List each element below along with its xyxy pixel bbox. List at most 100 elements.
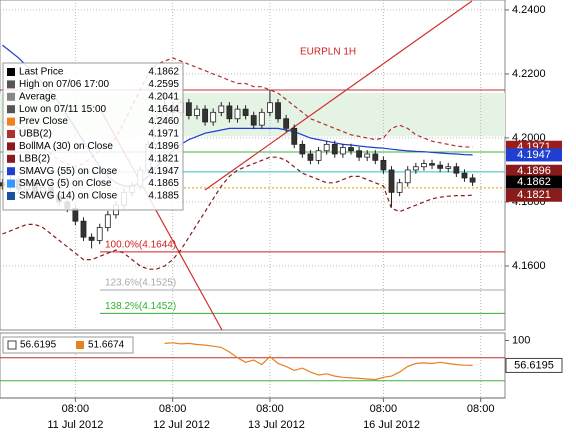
legend-swatch — [7, 179, 15, 188]
annotation: EURPLN 1H — [300, 47, 356, 58]
candle-body — [218, 105, 225, 113]
legend-swatch — [7, 154, 15, 163]
value-tag-label: 56.6195 — [514, 359, 554, 371]
candle-body — [396, 182, 403, 193]
candle-body — [364, 153, 371, 158]
y-tick-label: 100 — [512, 334, 530, 346]
y-tick-label: 4.2200 — [512, 68, 546, 80]
candle-body — [291, 127, 298, 145]
legend-value: 4.1947 — [148, 166, 179, 177]
candle-body — [88, 236, 95, 241]
candle-body — [339, 147, 346, 155]
candle-body — [234, 108, 241, 120]
candle-body — [210, 111, 217, 123]
x-tick-label: 08:00 — [159, 403, 187, 415]
candle-body — [429, 163, 435, 166]
candle-body — [348, 147, 354, 152]
legend-swatch — [7, 130, 15, 138]
candle-body — [445, 166, 452, 169]
candle-body — [356, 150, 362, 158]
legend-label: SMAVG (55) on Close — [19, 166, 118, 177]
candle-body — [258, 111, 265, 126]
candle-body — [380, 159, 387, 171]
candle-body — [421, 163, 427, 168]
legend-label: LBB(2) — [19, 153, 50, 164]
candle-body — [404, 169, 411, 184]
candle-body — [185, 102, 192, 116]
candle-body — [242, 108, 249, 116]
value-tag — [505, 357, 563, 373]
candle-body — [226, 105, 233, 120]
x-tick-label: 08:00 — [467, 403, 495, 415]
price-tag-label: 4.1862 — [517, 176, 551, 188]
candle-body — [283, 118, 290, 129]
candle-body — [469, 177, 476, 183]
price-tag — [506, 175, 562, 189]
legend-label: High on 07/06 17:00 — [19, 79, 110, 90]
legend-value: 4.1644 — [148, 104, 179, 115]
price-tag — [506, 164, 562, 178]
legend-swatch — [76, 341, 84, 349]
legend-label: BollMA (30) on Close — [19, 141, 113, 152]
legend-swatch — [7, 167, 15, 176]
legend-value: 4.2041 — [148, 91, 179, 102]
oscillator-line — [164, 342, 473, 381]
candle-body — [331, 143, 338, 155]
legend-swatch — [7, 340, 17, 350]
candle-body — [307, 153, 314, 161]
y-tick-label: 4.1600 — [512, 260, 546, 272]
candle-body — [194, 108, 200, 116]
fib-label: 123.6%(4.1525) — [105, 278, 176, 289]
x-tick-label: 08:00 — [370, 403, 398, 415]
legend-value: 56.6195 — [20, 340, 57, 351]
legend-swatch — [7, 117, 15, 126]
candle-body — [202, 108, 208, 123]
candle-body — [267, 102, 273, 113]
legend-value: 51.6674 — [88, 340, 125, 351]
date-label: 12 Jul 2012 — [153, 419, 210, 431]
candle-body — [104, 214, 111, 228]
legend-value: 4.1885 — [148, 191, 179, 202]
legend-swatch — [7, 92, 15, 101]
x-tick-label: 08:00 — [256, 403, 284, 415]
candle-body — [437, 164, 444, 169]
price-tag-label: 4.1947 — [517, 149, 551, 161]
candle-body — [96, 227, 103, 241]
legend-label: Last Price — [19, 67, 64, 78]
candle-body — [461, 172, 468, 179]
candle-body — [323, 143, 330, 152]
legend-value: 4.1865 — [148, 178, 179, 189]
legend-swatch — [7, 192, 15, 200]
legend-value: 4.2595 — [148, 79, 179, 90]
date-label: 13 Jul 2012 — [248, 419, 305, 431]
legend-label: Prev Close — [19, 116, 68, 127]
candle-body — [250, 115, 257, 126]
date-label: 11 Jul 2012 — [47, 419, 103, 431]
candle-body — [453, 166, 460, 174]
fib-label: 100.0%(4.1644) — [105, 240, 176, 251]
legend-swatch — [7, 80, 15, 89]
fib-label: 138.2%(4.1452) — [105, 301, 176, 312]
legend-label: SMAVG (5) on Close — [19, 178, 112, 189]
legend-value: 4.1821 — [148, 153, 179, 164]
x-tick-label: 08:00 — [62, 403, 90, 415]
candle-body — [275, 102, 281, 120]
candle-body — [412, 166, 419, 171]
legend-box — [2, 62, 184, 211]
candle-body — [299, 143, 306, 155]
price-tag-label: 4.1896 — [517, 165, 551, 177]
price-tag-label: 4.1821 — [517, 189, 551, 201]
price-tag — [506, 148, 562, 162]
y-tick-label: 4.2400 — [512, 4, 546, 16]
lower-legend-box — [2, 336, 134, 354]
price-tag — [506, 188, 562, 202]
legend-label: SMAVG (14) on Close — [19, 191, 118, 202]
candle-body — [315, 150, 322, 161]
trend-line — [204, 0, 473, 191]
legend-value: 4.1896 — [148, 141, 179, 152]
legend-value: 4.2460 — [148, 116, 179, 127]
candle-body — [372, 153, 379, 161]
legend-label: Average — [19, 91, 57, 102]
